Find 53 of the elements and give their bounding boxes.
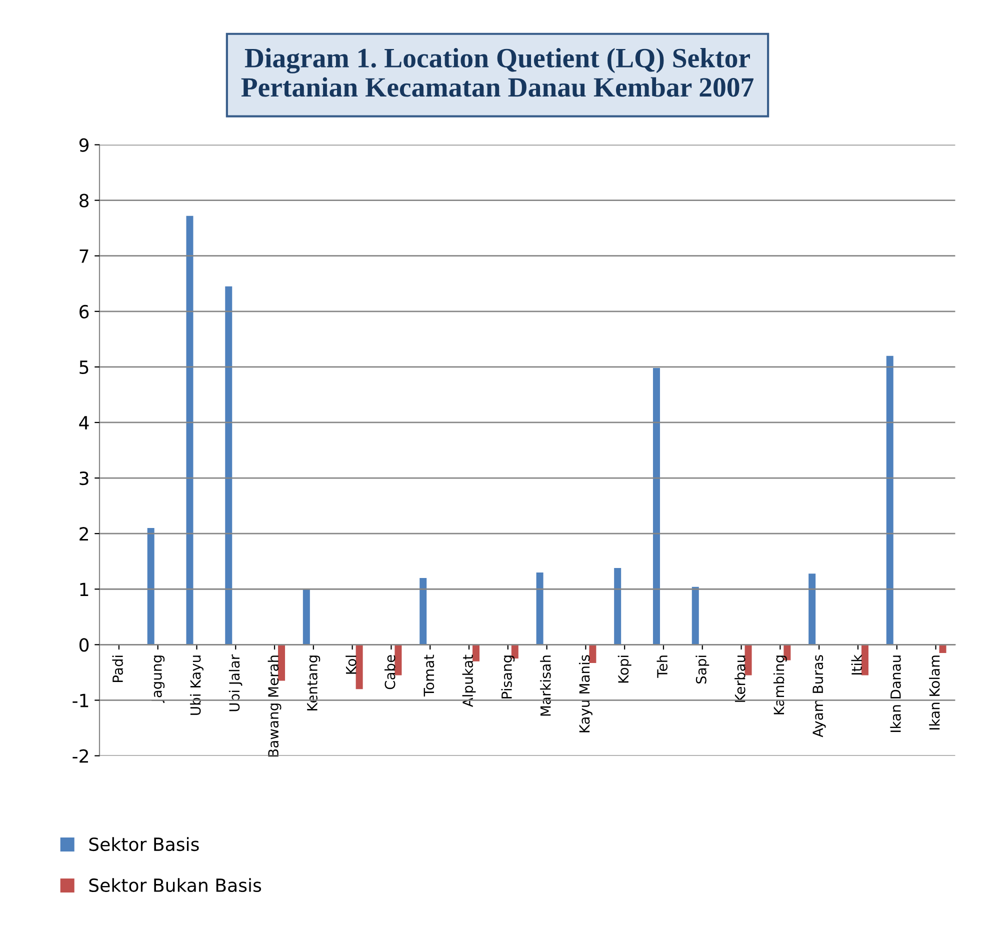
y-tick-label: 0 <box>79 638 89 652</box>
bar <box>186 216 194 645</box>
y-tick-label: 8 <box>80 194 89 208</box>
x-tick-label: Ikan Kolam <box>929 656 940 730</box>
bar <box>147 528 154 645</box>
x-tick-label: Teh <box>656 656 668 678</box>
y-tick-label: 3 <box>80 471 88 486</box>
bar <box>278 644 286 681</box>
bar <box>652 368 660 645</box>
bar <box>420 578 427 645</box>
x-tick-label: Kerbau <box>734 656 746 702</box>
x-tick-label: Markisah <box>540 656 551 716</box>
x-tick-label: Kopi <box>618 656 632 683</box>
y-tick-label: 1 <box>80 582 88 596</box>
x-tick-label: Kentang <box>307 656 320 710</box>
x-tick-label: Bawang Merah <box>268 656 282 757</box>
bar <box>356 644 363 690</box>
bar <box>589 644 596 663</box>
bar <box>861 644 868 676</box>
y-tick-label: 6 <box>80 304 89 319</box>
x-tick-label: Itik <box>851 654 862 674</box>
chart-title: Diagram 1. Location Quetient (LQ) Sektor Pertanian Kecamatan Danau Kembar 2007 <box>241 48 754 97</box>
bar <box>692 586 699 645</box>
y-tick-label: 4 <box>79 416 89 430</box>
bar <box>394 644 402 676</box>
x-tick-label: Ikan Danau <box>890 656 901 732</box>
x-tick-label: Tomat <box>424 654 434 697</box>
bar <box>939 644 946 653</box>
x-tick-label: Cabe <box>384 655 396 690</box>
legend-label: Sektor Basis <box>89 837 199 852</box>
y-tick-label: 9 <box>79 138 89 152</box>
bar <box>808 574 816 645</box>
bar <box>744 644 752 676</box>
x-tick-label: Alpukat <box>462 654 476 708</box>
x-tick-label: Pisang <box>501 656 515 698</box>
bar <box>302 589 310 645</box>
legend-label: Sektor Bukan Basis <box>89 878 262 892</box>
y-tick-label: 7 <box>80 250 88 263</box>
x-tick-label: Kayu Manis <box>578 655 592 732</box>
x-tick-label: Ubi Kayu <box>190 656 204 715</box>
y-tick-label: -1 <box>72 694 88 708</box>
x-tick-label: Kol <box>346 656 356 674</box>
x-tick-label: Kambing <box>773 656 787 714</box>
y-tick-label: 2 <box>80 527 88 540</box>
x-tick-label: Ayam Buras <box>812 655 826 738</box>
bar <box>886 356 894 645</box>
bar <box>225 286 232 645</box>
x-tick-label: Padi <box>112 656 123 682</box>
y-tick-label: -2 <box>72 749 88 763</box>
bar <box>536 572 544 645</box>
bar <box>614 568 622 645</box>
y-tick-label: 5 <box>80 360 88 374</box>
x-tick-label: Sapi <box>696 656 710 684</box>
